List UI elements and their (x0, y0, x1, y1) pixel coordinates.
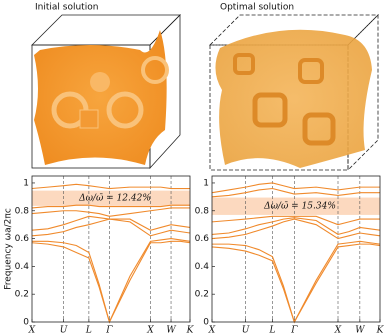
band-line (211, 217, 381, 235)
y-tick-label: 0.6 (195, 234, 210, 244)
y-tick-label: 0.8 (15, 206, 30, 216)
x-tick-label: Γ (290, 326, 298, 335)
x-tick-label: U (60, 326, 68, 335)
band-line (211, 187, 380, 198)
x-tick-label: L (268, 326, 275, 335)
band-line (31, 204, 190, 209)
y-tick-label: 0 (23, 318, 29, 328)
y-tick-label: 0.2 (15, 290, 29, 300)
band-line (31, 207, 190, 217)
band-line (32, 238, 191, 324)
band-line (211, 218, 381, 240)
band-line (211, 243, 381, 324)
plot-frame (31, 175, 191, 323)
band-line (211, 182, 380, 194)
y-tick-label: 0.4 (195, 262, 210, 272)
band-line (31, 240, 191, 324)
x-tick-label: X (28, 326, 36, 335)
x-tick-label: K (376, 326, 384, 335)
band-line (31, 215, 191, 231)
plot-frame (211, 175, 381, 323)
x-tick-label: W (166, 326, 176, 335)
x-tick-label: W (355, 326, 365, 335)
y-tick-label: 0 (203, 318, 209, 328)
y-tick-label: 0.4 (15, 262, 30, 272)
band-line (211, 215, 380, 226)
gap-annotation: Δω/ω̄ = 12.42% (78, 194, 151, 204)
x-tick-label: L (85, 326, 92, 335)
y-tick-label: 0.8 (195, 206, 210, 216)
y-axis-label: Frequency ωa/2πc (4, 208, 14, 290)
y-tick-label: 1 (203, 178, 209, 188)
x-tick-label: Γ (105, 326, 113, 335)
y-tick-label: 0.2 (195, 290, 209, 300)
y-tick-label: 1 (23, 178, 29, 188)
panel-title: Initial solution (35, 3, 98, 13)
structure-optimal (209, 14, 379, 171)
panel-title: Optimal solution (220, 3, 294, 13)
band-line (31, 218, 191, 237)
x-tick-label: K (186, 326, 195, 335)
x-tick-label: X (146, 326, 154, 335)
x-tick-label: X (334, 326, 342, 335)
x-tick-label: X (208, 326, 216, 335)
band-line (31, 183, 190, 190)
structure-initial (31, 14, 181, 170)
y-tick-label: 0.6 (15, 234, 30, 244)
band-line (212, 240, 381, 324)
x-tick-label: U (242, 326, 250, 335)
gap-annotation: Δω/ω̄ = 15.34% (263, 202, 336, 212)
